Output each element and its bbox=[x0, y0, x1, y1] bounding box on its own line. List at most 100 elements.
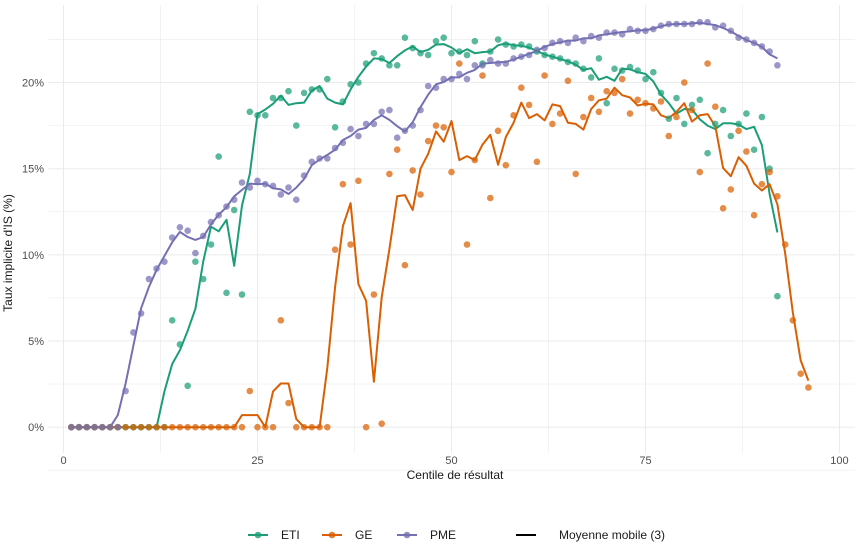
data-point-eti bbox=[502, 41, 510, 48]
data-point-eti bbox=[673, 94, 680, 102]
data-point-ge bbox=[688, 106, 696, 114]
data-point-ge bbox=[277, 317, 285, 324]
data-point-ge bbox=[409, 167, 417, 174]
data-point-pme bbox=[331, 144, 339, 152]
data-point-eti bbox=[650, 68, 657, 76]
data-point-ge bbox=[735, 127, 742, 135]
data-point-eti bbox=[176, 341, 184, 348]
data-point-eti bbox=[572, 60, 579, 67]
data-point-ge bbox=[518, 84, 525, 91]
data-point-pme bbox=[254, 177, 261, 185]
data-point-pme bbox=[758, 43, 766, 50]
data-point-pme bbox=[766, 48, 773, 55]
data-point-pme bbox=[153, 265, 160, 272]
data-point-ge bbox=[681, 79, 688, 86]
data-point-pme bbox=[518, 53, 525, 60]
data-point-pme bbox=[417, 106, 424, 114]
grid bbox=[48, 5, 855, 471]
data-point-eti bbox=[719, 106, 727, 114]
data-point-ge bbox=[168, 423, 176, 431]
data-point-pme bbox=[161, 258, 168, 266]
data-point-eti bbox=[409, 44, 417, 52]
data-point-eti bbox=[393, 62, 401, 69]
data-point-eti bbox=[223, 289, 230, 297]
data-point-ge bbox=[712, 103, 719, 110]
data-point-eti bbox=[626, 63, 634, 71]
data-point-eti bbox=[642, 75, 649, 83]
data-point-eti bbox=[743, 110, 750, 117]
data-point-eti bbox=[355, 79, 362, 86]
data-point-eti bbox=[750, 146, 758, 153]
data-point-pme bbox=[665, 20, 673, 28]
data-point-pme bbox=[424, 82, 432, 90]
data-point-ge bbox=[424, 137, 432, 145]
data-point-eti bbox=[587, 74, 595, 81]
data-point-pme bbox=[479, 62, 486, 69]
data-point-pme bbox=[657, 22, 665, 30]
data-point-pme bbox=[199, 232, 207, 240]
data-point-eti bbox=[254, 112, 261, 119]
data-point-ge bbox=[743, 148, 750, 155]
data-point-pme bbox=[774, 62, 781, 69]
data-point-pme bbox=[83, 423, 91, 431]
data-point-ge bbox=[564, 77, 572, 85]
data-point-eti bbox=[611, 65, 618, 73]
data-point-eti bbox=[285, 87, 292, 95]
data-point-ge bbox=[750, 211, 758, 219]
data-point-eti bbox=[541, 51, 548, 59]
data-point-ge bbox=[572, 170, 579, 178]
data-point-ge bbox=[758, 180, 766, 188]
data-point-ge bbox=[393, 146, 401, 153]
data-point-eti bbox=[215, 153, 222, 160]
data-point-eti bbox=[774, 292, 781, 300]
data-point-ge bbox=[774, 193, 781, 200]
data-point-ge bbox=[293, 423, 300, 431]
data-point-pme bbox=[223, 203, 230, 210]
x-tick-label: 25 bbox=[251, 455, 263, 467]
data-point-eti bbox=[618, 67, 626, 74]
data-point-ge bbox=[230, 423, 238, 431]
data-point-eti bbox=[525, 43, 533, 50]
data-point-ge bbox=[789, 317, 797, 324]
data-point-pme bbox=[230, 196, 238, 203]
data-point-ge bbox=[378, 420, 386, 428]
data-point-pme bbox=[192, 249, 199, 257]
data-point-ge bbox=[417, 191, 424, 198]
data-point-pme bbox=[168, 234, 176, 241]
data-point-eti bbox=[347, 81, 354, 88]
x-tick-label: 0 bbox=[60, 455, 66, 467]
data-point-pme bbox=[681, 20, 688, 28]
data-point-pme bbox=[564, 39, 572, 47]
data-point-ge bbox=[781, 241, 789, 248]
data-point-eti bbox=[564, 58, 572, 66]
data-point-pme bbox=[432, 84, 440, 91]
data-point-ge bbox=[595, 108, 603, 116]
data-point-ge bbox=[626, 110, 634, 117]
x-tick-label: 100 bbox=[830, 455, 848, 467]
data-point-eti bbox=[192, 258, 199, 266]
data-point-ge bbox=[556, 110, 564, 117]
legend-label: PME bbox=[430, 528, 456, 542]
data-point-pme bbox=[603, 29, 610, 36]
data-point-ge bbox=[161, 423, 168, 431]
data-point-eti bbox=[386, 62, 393, 69]
data-point-ge bbox=[215, 423, 222, 431]
data-point-ge bbox=[262, 423, 269, 431]
data-point-pme bbox=[145, 275, 153, 283]
data-point-eti bbox=[417, 49, 424, 57]
data-point-pme bbox=[269, 182, 277, 190]
data-point-eti bbox=[580, 65, 587, 73]
data-point-eti bbox=[324, 75, 331, 83]
data-point-pme bbox=[494, 60, 502, 67]
data-point-ge bbox=[176, 423, 184, 431]
data-point-pme bbox=[471, 62, 479, 69]
data-point-pme bbox=[735, 34, 742, 41]
data-point-eti bbox=[549, 53, 556, 60]
data-point-ge bbox=[704, 60, 711, 67]
legend-item-eti: ETI bbox=[248, 528, 300, 542]
data-point-ge bbox=[603, 87, 610, 95]
data-point-eti bbox=[370, 49, 378, 57]
data-point-ge bbox=[587, 94, 595, 102]
data-point-pme bbox=[246, 184, 254, 191]
